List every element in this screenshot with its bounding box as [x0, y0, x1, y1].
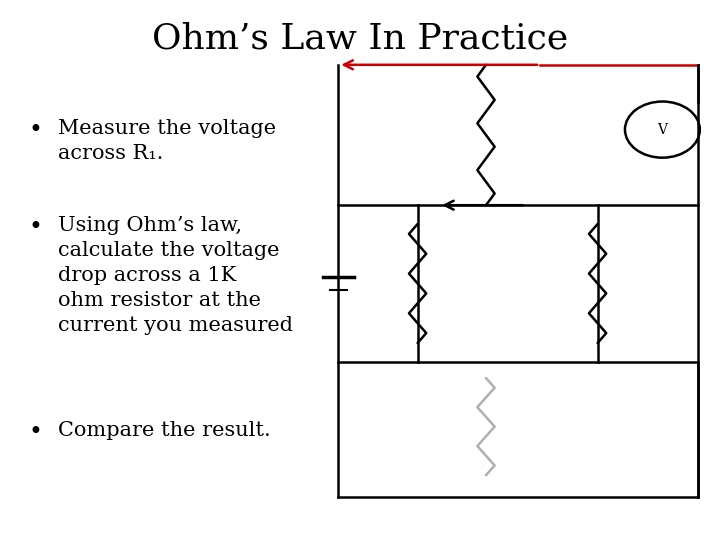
Text: Measure the voltage
across R₁.: Measure the voltage across R₁. — [58, 119, 276, 163]
Text: •: • — [29, 421, 42, 444]
Text: •: • — [29, 119, 42, 142]
Text: Ohm’s Law In Practice: Ohm’s Law In Practice — [152, 22, 568, 56]
Text: •: • — [29, 216, 42, 239]
Text: Compare the result.: Compare the result. — [58, 421, 270, 440]
Text: V: V — [657, 123, 667, 137]
Text: Using Ohm’s law,
calculate the voltage
drop across a 1K
ohm resistor at the
curr: Using Ohm’s law, calculate the voltage d… — [58, 216, 292, 335]
